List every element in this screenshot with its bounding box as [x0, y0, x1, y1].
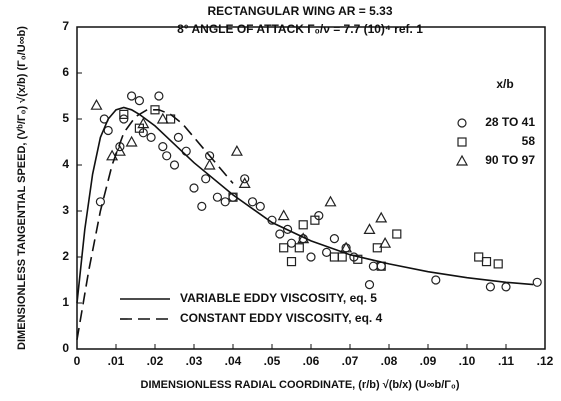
- data-point: [375, 211, 388, 223]
- data-point: [286, 257, 297, 267]
- y-tick-label: 5: [62, 111, 69, 125]
- x-tick-label: 0: [74, 354, 81, 368]
- data-point: [197, 201, 207, 211]
- data-point: [368, 261, 378, 271]
- x-tick-label: .12: [537, 354, 554, 368]
- x-tick-label: .10: [459, 354, 476, 368]
- chart-title: RECTANGULAR WING AR = 5.33: [207, 4, 392, 18]
- data-point: [324, 195, 337, 207]
- x-tick-label: .04: [225, 354, 242, 368]
- data-point: [353, 254, 363, 264]
- x-tick-label: .06: [303, 354, 320, 368]
- data-point: [90, 98, 103, 110]
- x-tick-label: .05: [264, 354, 281, 368]
- y-tick-label: 7: [62, 19, 69, 33]
- data-point: [173, 132, 183, 142]
- data-point: [247, 197, 258, 207]
- y-tick-label: 6: [62, 65, 69, 79]
- data-point: [230, 144, 243, 156]
- data-point: [298, 220, 308, 230]
- data-point: [201, 174, 211, 184]
- data-point: [212, 192, 222, 202]
- x-tick-label: .08: [381, 354, 398, 368]
- x-tick-label: .07: [342, 354, 359, 368]
- y-axis-label: DIMENSIONLESS TANGENTIAL SPEED, (Vᵇ/Γ₀) …: [16, 26, 28, 350]
- legend-label: 28 TO 41: [485, 115, 535, 129]
- y-tick-label: 2: [62, 249, 69, 263]
- data-point: [125, 135, 138, 147]
- legend-marker: [455, 154, 469, 166]
- data-point: [127, 91, 137, 101]
- data-point: [379, 236, 392, 248]
- data-point: [310, 215, 320, 225]
- y-tick-label: 3: [62, 203, 69, 217]
- data-point: [275, 229, 285, 239]
- data-point: [392, 229, 402, 239]
- data-point: [154, 91, 164, 101]
- data-point: [485, 282, 495, 292]
- data-point: [146, 132, 156, 142]
- data-point: [162, 151, 172, 161]
- curve: [76, 109, 234, 340]
- data-point: [340, 241, 353, 253]
- data-point: [294, 243, 304, 253]
- data-point: [283, 224, 293, 234]
- data-point: [158, 142, 168, 152]
- data-point: [532, 277, 542, 287]
- data-point: [501, 282, 511, 292]
- data-point: [156, 112, 169, 124]
- x-tick-label: .02: [147, 354, 164, 368]
- data-point: [240, 174, 250, 184]
- data-point: [119, 109, 129, 120]
- data-point: [329, 234, 339, 244]
- data-point: [220, 197, 230, 207]
- y-tick-label: 0: [62, 341, 69, 355]
- data-point: [364, 280, 375, 290]
- x-tick-label: .01: [108, 354, 125, 368]
- chart-subtitle: 8° ANGLE OF ATTACK Γ₀/ν = 7.7 (10)⁴ ref.…: [177, 22, 423, 36]
- legend-label: 58: [522, 134, 536, 148]
- data-point: [113, 144, 126, 156]
- x-tick-label: .11: [498, 354, 514, 368]
- legend-marker: [457, 137, 467, 147]
- y-tick-label: 4: [62, 157, 69, 171]
- data-point: [137, 117, 150, 129]
- data-point: [431, 275, 441, 285]
- data-point: [337, 252, 347, 262]
- data-point: [363, 223, 376, 234]
- data-point: [481, 257, 492, 267]
- data-point: [329, 252, 339, 262]
- data-point: [322, 247, 332, 257]
- data-point: [474, 252, 484, 262]
- data-point: [255, 201, 265, 211]
- legend-label: 90 TO 97: [485, 153, 535, 167]
- legend-label: VARIABLE EDDY VISCOSITY, eq. 5: [180, 291, 377, 305]
- x-tick-label: .09: [420, 354, 437, 368]
- data-point: [103, 125, 113, 136]
- y-tick-label: 1: [62, 295, 69, 309]
- data-point: [286, 238, 297, 248]
- data-point: [95, 197, 106, 207]
- data-point: [238, 177, 251, 188]
- legend-title: x/b: [496, 77, 513, 91]
- data-point: [203, 158, 216, 170]
- legend-marker: [457, 118, 467, 128]
- curve: [76, 106, 534, 304]
- legend-label: CONSTANT EDDY VISCOSITY, eq. 4: [180, 311, 383, 325]
- data-point: [277, 209, 290, 221]
- data-point: [279, 243, 289, 253]
- data-point: [134, 95, 144, 106]
- data-point: [493, 259, 503, 269]
- data-point: [306, 252, 316, 262]
- data-point: [169, 160, 180, 170]
- data-point: [181, 146, 191, 156]
- x-axis-label: DIMENSIONLESS RADIAL COORDINATE, (r/b) √…: [141, 379, 460, 391]
- x-tick-label: .03: [186, 354, 203, 368]
- data-point: [189, 183, 199, 193]
